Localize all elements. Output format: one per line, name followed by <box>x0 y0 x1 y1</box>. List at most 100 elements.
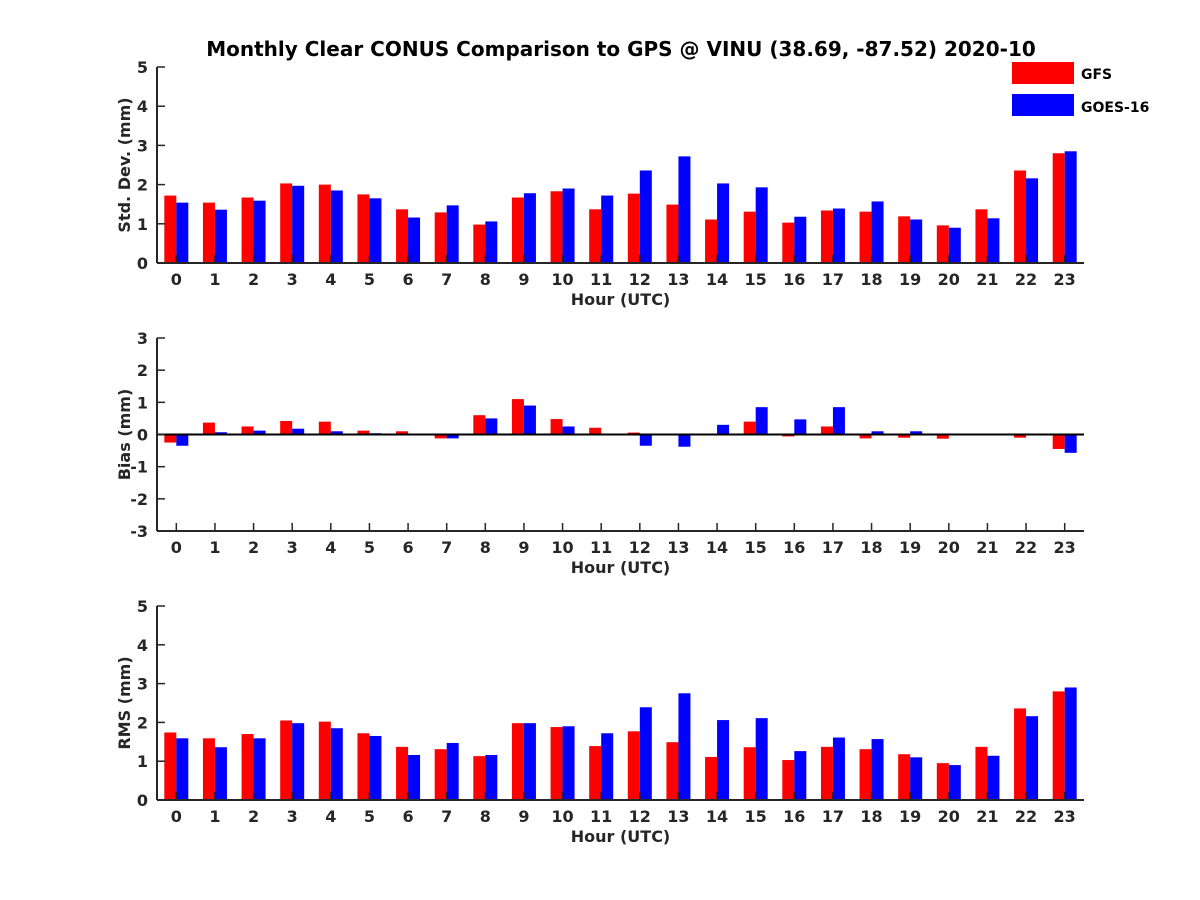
bar-goes16-hour-22 <box>1026 178 1039 263</box>
bar-gfs-hour-2 <box>241 197 254 263</box>
x-tick-label: 15 <box>745 538 767 557</box>
bar-goes16-hour-15 <box>755 407 768 435</box>
y-tick-label: 4 <box>137 636 148 655</box>
x-tick-label: 23 <box>1054 270 1076 289</box>
x-tick-label: 5 <box>364 807 375 826</box>
y-tick-label: 0 <box>137 791 148 810</box>
bar-goes16-hour-14 <box>717 424 730 435</box>
bar-goes16-hour-19 <box>910 757 923 800</box>
y-axis-label: Std. Dev. (mm) <box>115 97 134 232</box>
y-axis-label: RMS (mm) <box>115 656 134 749</box>
bar-goes16-hour-12 <box>639 434 652 446</box>
bar-gfs-hour-16 <box>782 222 795 263</box>
bar-gfs-hour-9 <box>511 399 524 435</box>
bar-gfs-hour-13 <box>666 742 679 800</box>
x-tick-label: 19 <box>899 807 921 826</box>
bar-gfs-hour-3 <box>280 420 293 435</box>
bar-gfs-hour-11 <box>589 209 602 263</box>
x-tick-label: 18 <box>860 807 882 826</box>
bar-gfs-hour-13 <box>666 204 679 263</box>
x-tick-label: 6 <box>402 538 413 557</box>
x-tick-label: 21 <box>976 270 998 289</box>
x-tick-label: 13 <box>667 807 689 826</box>
x-tick-label: 12 <box>629 538 651 557</box>
x-axis-label: Hour (UTC) <box>571 827 671 846</box>
bar-gfs-hour-22 <box>1014 170 1027 263</box>
bar-gfs-hour-1 <box>202 422 215 435</box>
x-tick-label: 13 <box>667 270 689 289</box>
bar-goes16-hour-21 <box>987 755 1000 800</box>
legend-swatch-gfs <box>1012 62 1074 84</box>
bar-goes16-hour-16 <box>794 751 807 800</box>
x-tick-label: 8 <box>480 807 491 826</box>
x-tick-label: 11 <box>590 807 612 826</box>
chart-title: Monthly Clear CONUS Comparison to GPS @ … <box>206 37 1036 61</box>
bar-gfs-hour-14 <box>705 756 718 800</box>
x-tick-label: 10 <box>551 807 573 826</box>
bar-goes16-hour-20 <box>948 227 961 263</box>
bar-gfs-hour-10 <box>550 727 563 800</box>
bar-goes16-hour-1 <box>214 209 227 263</box>
bar-goes16-hour-13 <box>678 156 691 263</box>
bar-gfs-hour-7 <box>434 749 447 800</box>
x-tick-label: 1 <box>209 538 220 557</box>
bar-goes16-hour-4 <box>330 728 343 800</box>
y-tick-label: 1 <box>137 215 148 234</box>
bar-gfs-hour-1 <box>202 738 215 800</box>
bar-goes16-hour-22 <box>1026 716 1039 800</box>
x-tick-label: 20 <box>938 807 960 826</box>
y-tick-label: 2 <box>137 713 148 732</box>
bar-gfs-hour-12 <box>627 731 640 800</box>
x-tick-label: 2 <box>248 538 259 557</box>
bar-gfs-hour-19 <box>898 754 911 800</box>
x-tick-label: 12 <box>629 807 651 826</box>
bar-gfs-hour-8 <box>473 415 486 435</box>
bar-goes16-hour-0 <box>176 434 189 446</box>
y-tick-label: 0 <box>137 254 148 273</box>
bar-goes16-hour-23 <box>1064 434 1077 453</box>
x-tick-label: 16 <box>783 807 805 826</box>
x-tick-label: 3 <box>287 807 298 826</box>
bar-gfs-hour-5 <box>357 194 370 263</box>
bar-gfs-hour-11 <box>589 746 602 800</box>
bar-goes16-hour-11 <box>601 195 614 263</box>
bar-gfs-hour-19 <box>898 216 911 263</box>
y-tick-label: 2 <box>137 176 148 195</box>
bar-goes16-hour-2 <box>253 738 266 800</box>
bar-gfs-hour-3 <box>280 720 293 800</box>
bar-gfs-hour-22 <box>1014 434 1027 438</box>
bar-goes16-hour-20 <box>948 765 961 800</box>
bar-gfs-hour-22 <box>1014 708 1027 800</box>
x-tick-label: 15 <box>745 807 767 826</box>
bar-goes16-hour-18 <box>871 201 884 263</box>
bar-gfs-hour-2 <box>241 734 254 800</box>
bar-gfs-hour-8 <box>473 756 486 800</box>
x-tick-label: 2 <box>248 807 259 826</box>
bar-gfs-hour-18 <box>859 434 872 439</box>
bar-gfs-hour-9 <box>511 197 524 263</box>
y-tick-label: 5 <box>137 58 148 77</box>
bar-goes16-hour-12 <box>639 707 652 800</box>
x-tick-label: 16 <box>783 270 805 289</box>
bar-gfs-hour-19 <box>898 434 911 438</box>
bar-goes16-hour-23 <box>1064 151 1077 263</box>
bar-gfs-hour-16 <box>782 760 795 800</box>
legend: GFS GOES-16 <box>1012 62 1149 116</box>
bar-gfs-hour-6 <box>396 746 409 800</box>
x-tick-label: 6 <box>402 807 413 826</box>
y-tick-label: 5 <box>137 597 148 616</box>
x-tick-label: 22 <box>1015 270 1037 289</box>
x-tick-label: 0 <box>171 270 182 289</box>
bar-gfs-hour-15 <box>743 747 756 800</box>
x-tick-label: 17 <box>822 807 844 826</box>
x-tick-label: 11 <box>590 270 612 289</box>
x-tick-label: 11 <box>590 538 612 557</box>
bar-gfs-hour-20 <box>936 434 949 439</box>
x-tick-label: 1 <box>209 270 220 289</box>
bar-goes16-hour-19 <box>910 431 923 435</box>
bar-gfs-hour-5 <box>357 733 370 800</box>
bar-goes16-hour-15 <box>755 718 768 800</box>
legend-swatch-goes16 <box>1012 94 1074 116</box>
x-tick-label: 13 <box>667 538 689 557</box>
